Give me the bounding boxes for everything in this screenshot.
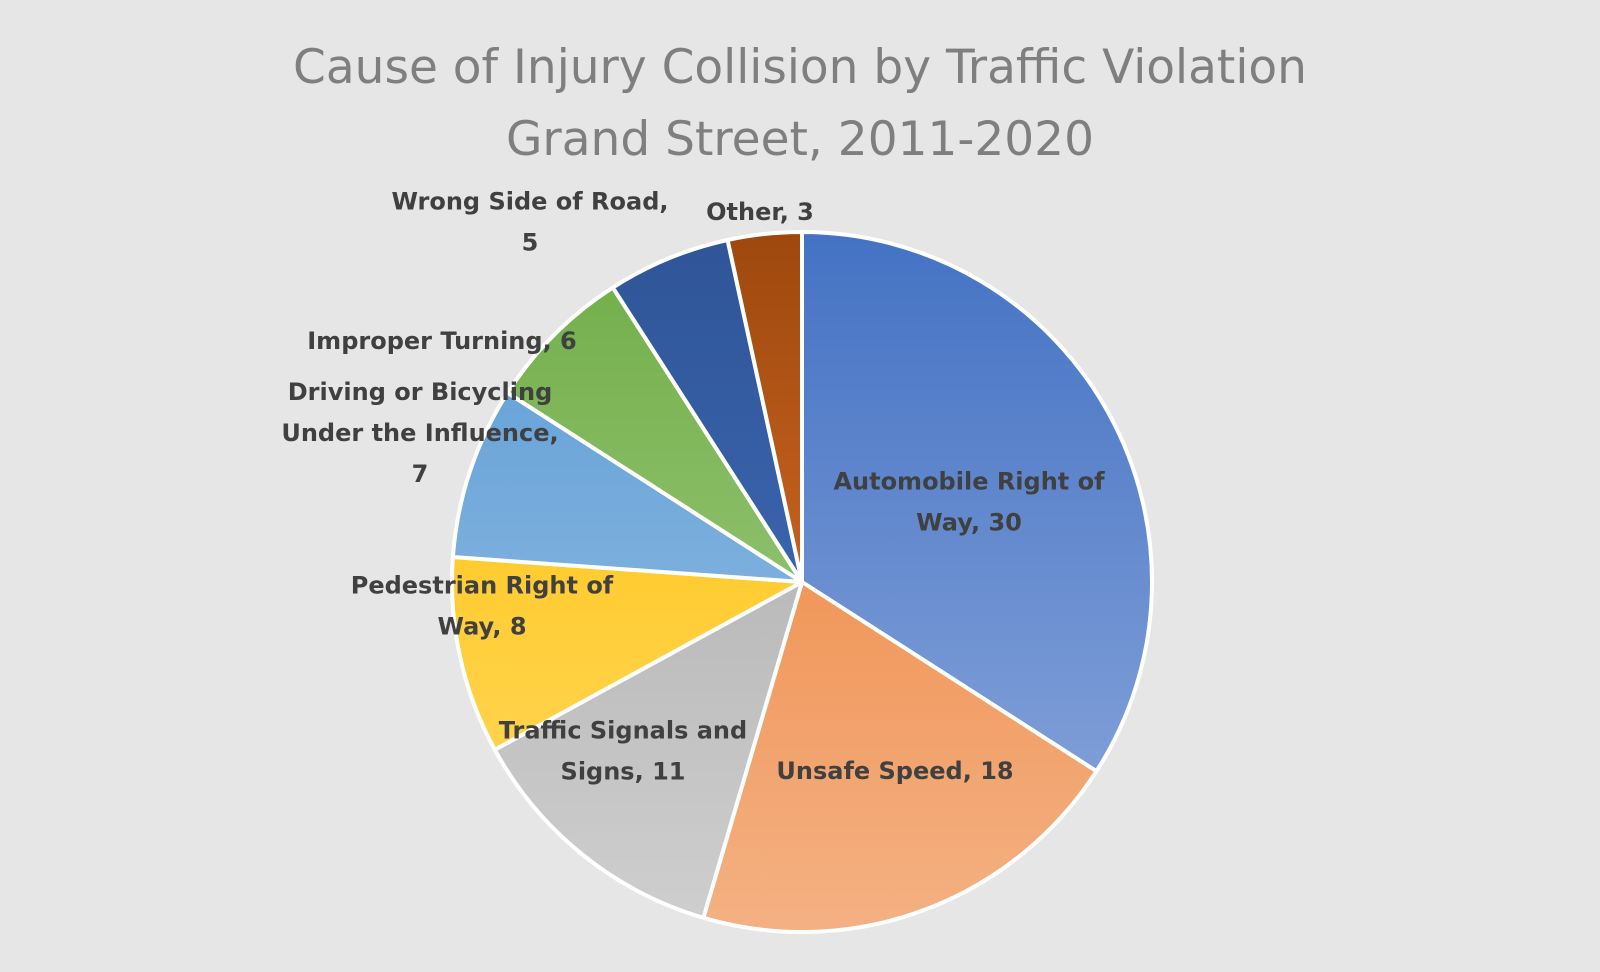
data-label-line: Improper Turning, 6 [307, 327, 577, 355]
data-label-automobile-right-of-way: Automobile Right of Way, 30 [833, 468, 1105, 537]
data-label-traffic-signals-and-signs: Traffic Signals and Signs, 11 [499, 717, 747, 786]
data-label-driving-or-bicycling-under-the-influence: Driving or Bicycling Under the Influence,… [281, 378, 558, 488]
pie-slice-improper-turning [505, 285, 804, 584]
data-label-pedestrian-right-of-way: Pedestrian Right of Way, 8 [351, 572, 614, 641]
data-label-line: Signs, 11 [561, 758, 686, 786]
data-label-line: Automobile Right of [833, 468, 1105, 496]
data-label-wrong-side-of-road: Wrong Side of Road, 5 [391, 188, 668, 257]
pie-slice-pedestrian-right-of-way [450, 555, 804, 752]
data-label-improper-turning: Improper Turning, 6 [307, 327, 577, 355]
data-label-line: Way, 30 [916, 509, 1022, 537]
data-label-line: 5 [522, 229, 539, 257]
data-label-line: 7 [412, 460, 429, 488]
chart-subtitle: Grand Street, 2011-2020 [506, 112, 1094, 167]
data-label-unsafe-speed: Unsafe Speed, 18 [776, 757, 1013, 785]
data-label-line: Pedestrian Right of [351, 572, 614, 600]
pie-slices [450, 230, 1154, 934]
pie-slice-unsafe-speed [701, 580, 1099, 934]
pie-slice-other [725, 230, 804, 584]
chart-title: Cause of Injury Collision by Traffic Vio… [293, 40, 1307, 95]
pie-slice-driving-or-bicycling-under-the-influence [450, 390, 804, 584]
pie-slice-wrong-side-of-road [610, 238, 804, 584]
pie-slice-traffic-signals-and-signs [492, 580, 804, 920]
data-label-line: Under the Influence, [281, 419, 558, 447]
data-label-line: Driving or Bicycling [288, 378, 553, 406]
data-label-line: Wrong Side of Road, [391, 188, 668, 216]
data-label-line: Unsafe Speed, 18 [776, 757, 1013, 785]
pie-labels: Automobile Right of Way, 30 Unsafe Speed, … [281, 188, 1105, 786]
data-label-other: Other, 3 [706, 198, 814, 226]
data-label-line: Way, 8 [437, 613, 526, 641]
data-label-line: Traffic Signals and [499, 717, 747, 745]
data-label-line: Other, 3 [706, 198, 814, 226]
